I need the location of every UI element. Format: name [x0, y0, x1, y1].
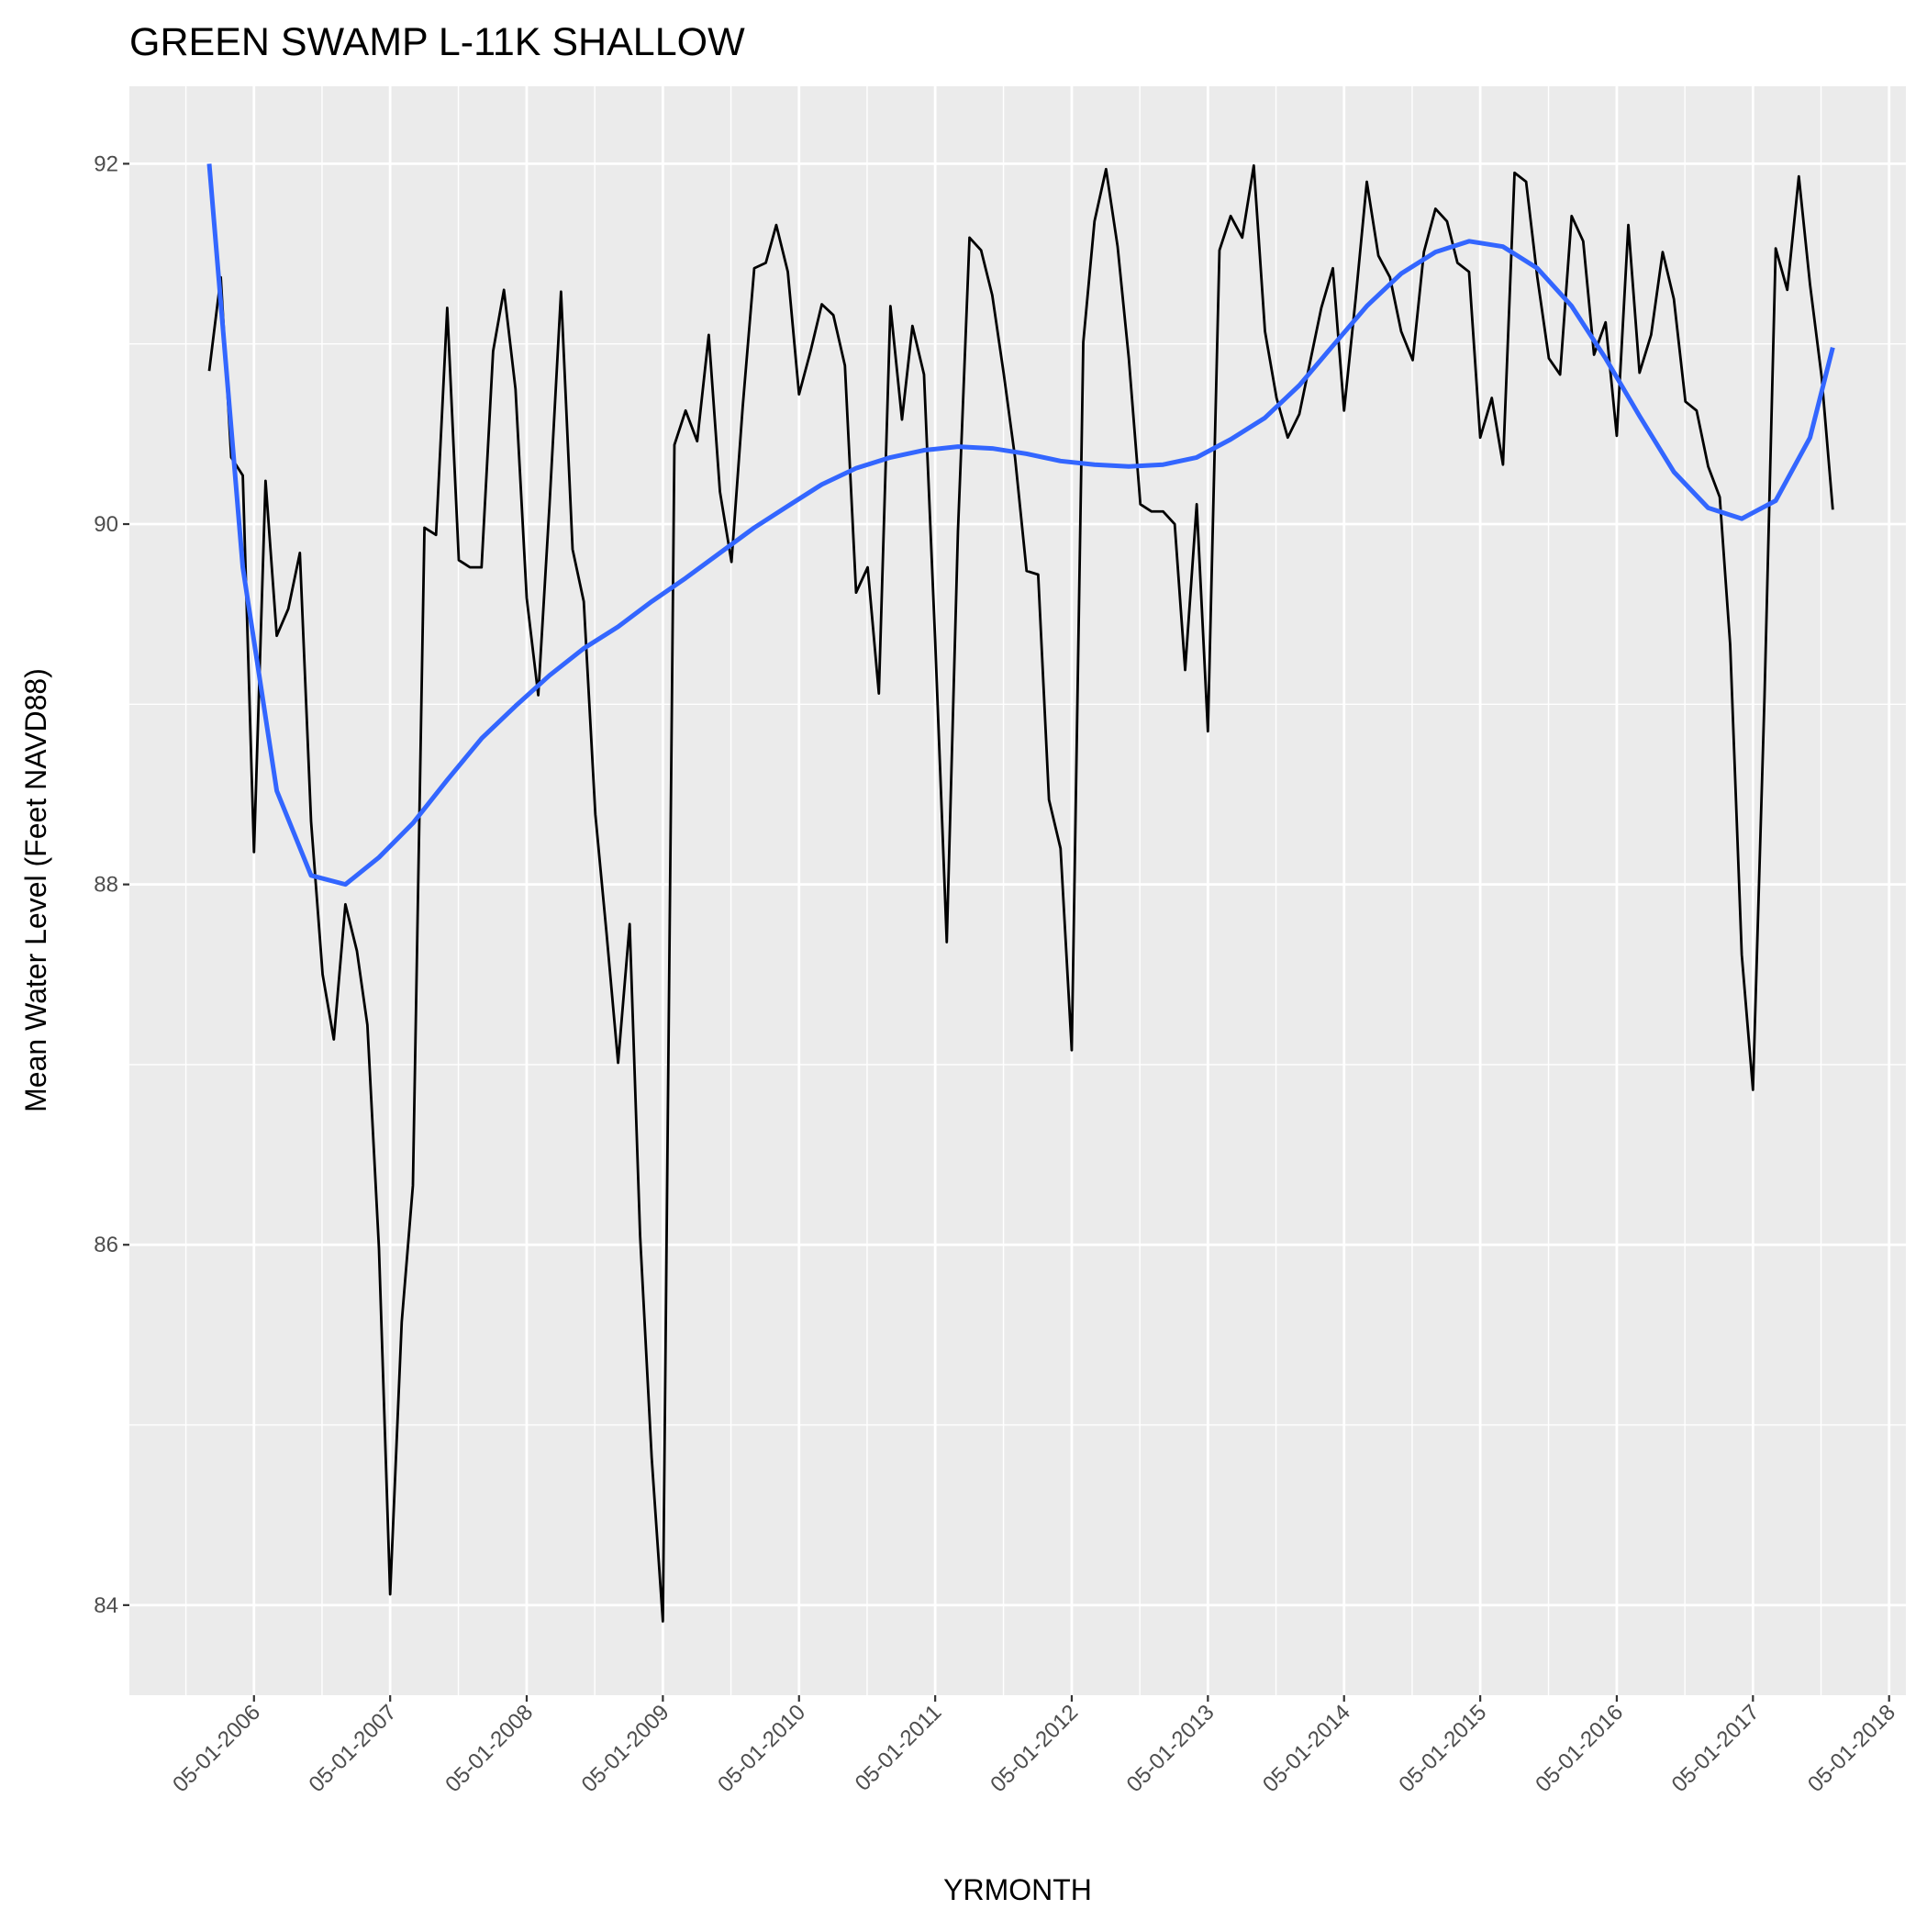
- smooth-line: [206, 163, 1835, 888]
- data-line: [207, 163, 1834, 1623]
- y-tick-label: 84: [94, 1593, 118, 1618]
- x-axis-title: YRMONTH: [943, 1873, 1092, 1906]
- y-tick-label: 86: [94, 1233, 118, 1257]
- y-axis-title: Mean Water Level (Feet NAVD88): [19, 668, 52, 1112]
- y-tick-label: 92: [94, 151, 118, 176]
- y-tick-label: 88: [94, 873, 118, 898]
- chart-title: GREEN SWAMP L-11K SHALLOW: [129, 20, 745, 64]
- y-tick-label: 90: [94, 512, 118, 537]
